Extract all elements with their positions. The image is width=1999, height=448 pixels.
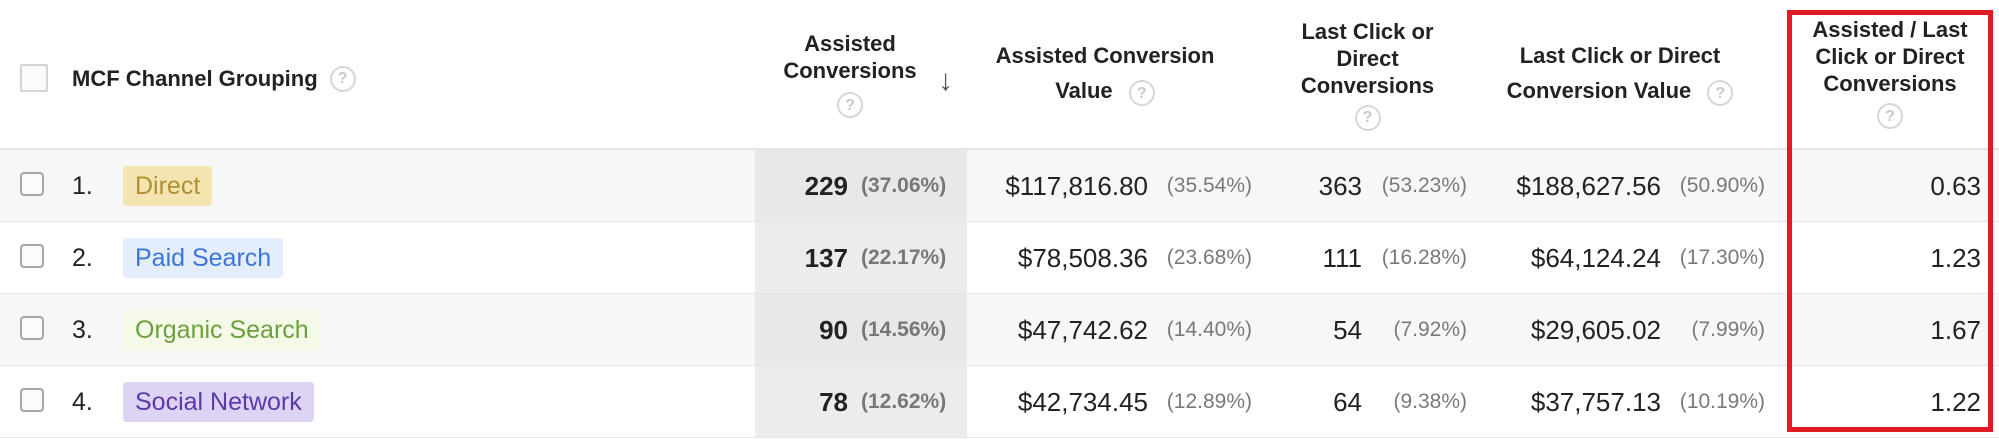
assisted-conversions-percent: (22.17%) [861,246,947,269]
channel-grouping-header[interactable]: MCF Channel Grouping ? [72,0,356,158]
help-icon[interactable]: ? [329,66,356,92]
row-checkbox[interactable] [20,388,44,412]
assisted-conversion-value: $117,816.80 [1005,171,1148,201]
last-click-conversion-value-percent: (10.19%) [1679,390,1765,413]
header-line: Assisted [804,31,896,56]
last-click-conversions-percent: (7.92%) [1393,318,1467,341]
last-click-conversion-value-percent: (17.30%) [1679,246,1765,269]
row-number: 1. [72,172,93,200]
last-click-conversion-value: $37,757.13 [1530,387,1661,417]
assisted-conversions-percent: (14.56%) [861,318,947,341]
last-click-conversions-percent: (16.28%) [1381,246,1467,269]
sorted-column-shade [755,366,967,437]
assisted-conversions-value: 78 [819,387,848,417]
assisted-conversions-value: 229 [804,171,848,201]
assisted-conversion-value-percent: (14.40%) [1166,318,1252,341]
channel-link[interactable]: Paid Search [123,238,284,278]
header-line: Assisted / Last [1812,17,1968,42]
assisted-conversion-value-percent: (35.54%) [1166,174,1252,197]
row-number: 3. [72,316,93,344]
help-icon[interactable]: ? [1354,104,1381,131]
assisted-ratio-value: 1.23 [1930,243,1981,273]
channel-link[interactable]: Direct [123,166,213,206]
table-row: 3. Organic Search 90 (14.56%) $47,742.62… [0,294,1999,366]
help-icon[interactable]: ? [1877,103,1903,129]
header-line: Last Click or [1301,18,1434,44]
last-click-conversion-value: $29,605.02 [1530,315,1661,345]
channel-link[interactable]: Social Network [123,382,314,422]
row-checkbox[interactable] [20,244,44,268]
select-all-checkbox[interactable] [20,64,48,92]
assisted-last-click-ratio-header[interactable]: Assisted / Last Click or Direct Conversi… [1790,0,1990,148]
table-header: MCF Channel Grouping ? Assisted Conversi… [0,0,1999,150]
last-click-conversions-percent: (53.23%) [1381,174,1467,197]
assisted-conversions-value: 90 [819,315,848,345]
last-click-conversions-value: 64 [1333,387,1362,417]
table-row: 4. Social Network 78 (12.62%) $42,734.45… [0,366,1999,438]
sorted-column-shade [755,150,967,221]
assisted-conversion-value: $78,508.36 [1017,243,1148,273]
assisted-ratio-value: 1.22 [1930,387,1981,417]
help-icon[interactable]: ? [1128,80,1155,107]
last-click-conversion-value: $64,124.24 [1530,243,1661,273]
assisted-ratio-value: 0.63 [1930,171,1981,201]
last-click-conversions-value: 363 [1318,171,1362,201]
table-row: 2. Paid Search 137 (22.17%) $78,508.36 (… [0,222,1999,294]
last-click-conversion-value-percent: (50.90%) [1679,174,1765,197]
header-line: Last Click or Direct [1519,42,1721,68]
sorted-column-shade [755,294,967,365]
help-icon[interactable]: ? [1707,80,1734,107]
assisted-conversion-value: $42,734.45 [1017,387,1148,417]
last-click-conversions-value: 54 [1333,315,1362,345]
assisted-conversions-header[interactable]: Assisted Conversions ? [760,0,940,148]
header-line: Direct [1336,45,1399,71]
last-click-conversions-percent: (9.38%) [1393,390,1467,413]
assisted-ratio-value: 1.67 [1930,315,1981,345]
sorted-column-shade [755,222,967,293]
header-line: Conversions [783,58,917,83]
row-checkbox[interactable] [20,316,44,340]
header-line-with-help: Conversion Value ? [1507,77,1734,107]
last-click-conversions-value: 111 [1322,243,1362,273]
assisted-conversion-value-percent: (12.89%) [1166,390,1252,413]
table-row: 1. Direct 229 (37.06%) $117,816.80 (35.5… [0,150,1999,222]
last-click-conversion-value-percent: (7.99%) [1691,318,1765,341]
sort-descending-icon[interactable]: ↓ [938,64,953,97]
header-line: Assisted Conversion [995,42,1215,68]
row-number: 2. [72,244,93,272]
header-line: Click or Direct [1815,44,1965,69]
row-checkbox[interactable] [20,172,44,196]
last-click-conversion-value-header[interactable]: Last Click or Direct Conversion Value ? [1490,0,1750,148]
last-click-conversions-header[interactable]: Last Click or Direct Conversions ? [1270,0,1465,148]
channel-grouping-label: MCF Channel Grouping [72,66,318,91]
assisted-conversions-value: 137 [804,243,848,273]
header-line-with-help: Value ? [1055,77,1155,107]
header-line: Conversion Value [1506,77,1692,103]
row-number: 4. [72,388,93,416]
assisted-conversion-value: $47,742.62 [1017,315,1148,345]
assisted-conversions-percent: (12.62%) [861,390,947,413]
channel-link[interactable]: Organic Search [123,310,321,350]
assisted-conversion-value-percent: (23.68%) [1166,246,1252,269]
header-line: Value [1055,77,1113,103]
last-click-conversion-value: $188,627.56 [1516,171,1661,201]
header-line: Conversions [1823,71,1957,96]
assisted-conversions-percent: (37.06%) [861,174,947,197]
help-icon[interactable]: ? [837,92,863,118]
header-line: Conversions [1300,72,1435,98]
assisted-conversion-value-header[interactable]: Assisted Conversion Value ? [980,0,1230,148]
